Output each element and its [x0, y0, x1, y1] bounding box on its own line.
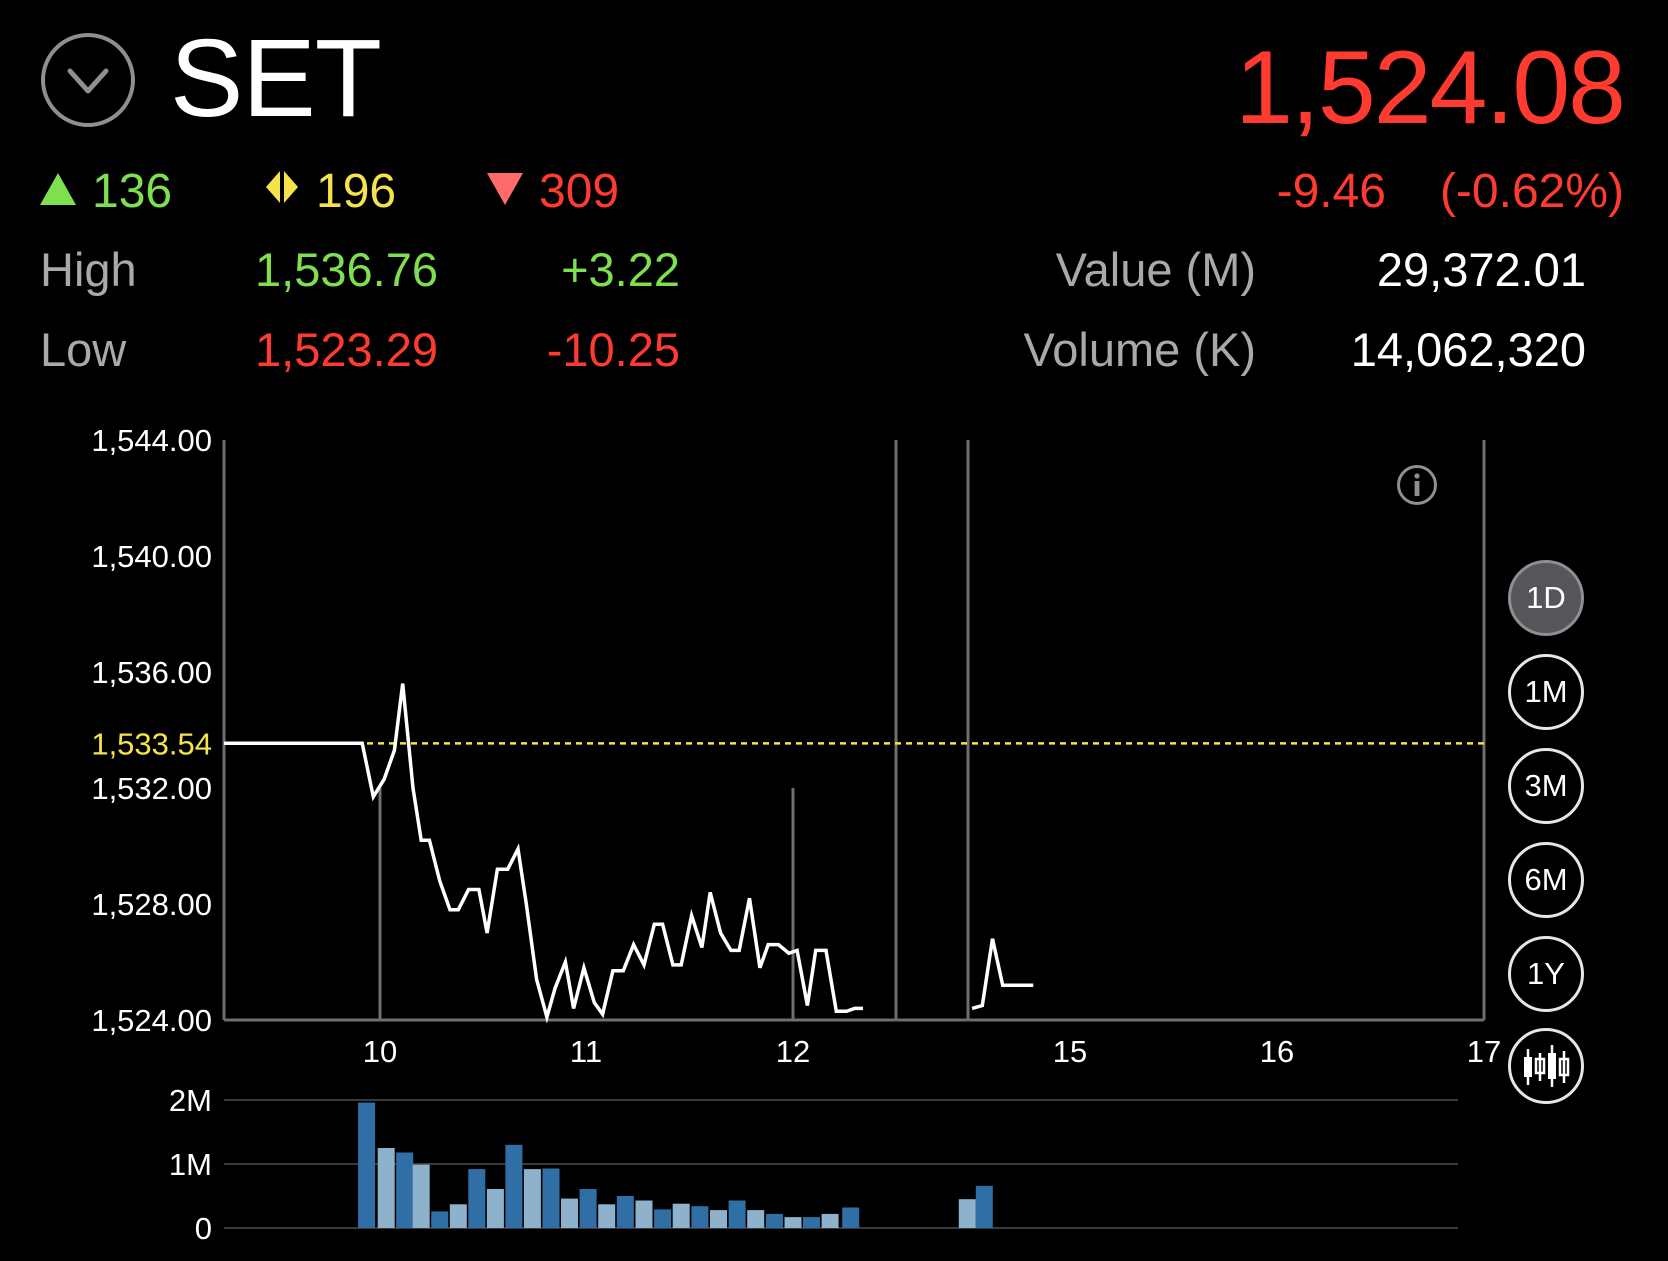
volume-bar [542, 1168, 560, 1228]
last-price: 1,524.08 [1235, 30, 1626, 146]
volume-bar [710, 1210, 727, 1228]
volume-bar [449, 1204, 467, 1228]
candlestick-toggle-button[interactable] [1508, 1028, 1584, 1104]
advances-value: 136 [92, 165, 173, 218]
volume-bar [431, 1211, 449, 1228]
period-1m-button[interactable]: 1M [1508, 654, 1584, 730]
price-change-percent: (-0.62%) [1439, 165, 1624, 218]
volume-bar [691, 1206, 709, 1228]
volume-tick-label: 0 [195, 1211, 212, 1246]
volume-bar [598, 1204, 616, 1228]
candlestick-icon [1524, 1045, 1570, 1087]
triangle-up-icon [38, 160, 78, 224]
volume-bar [747, 1210, 765, 1228]
volume-bar [561, 1198, 578, 1228]
info-icon[interactable] [1396, 464, 1438, 506]
low-value: 1,523.29 [255, 323, 438, 376]
volume-bar [412, 1164, 430, 1228]
volume-bar [505, 1144, 523, 1228]
y-tick-label: 1,536.00 [91, 655, 212, 690]
unchanged-value: 196 [316, 165, 397, 218]
advances-count: 136 [38, 160, 172, 224]
volume-bar [616, 1196, 634, 1228]
high-label: High [40, 243, 137, 296]
volume-bar [672, 1203, 690, 1228]
volume-bar [377, 1148, 395, 1228]
volume-bar [579, 1189, 597, 1228]
value-label: Value (M) [1055, 243, 1256, 296]
volume-bar [728, 1200, 746, 1228]
high-value: 1,536.76 [255, 243, 438, 296]
collapse-button[interactable] [41, 33, 135, 127]
declines-count: 309 [485, 160, 619, 224]
x-tick-label: 17 [1467, 1034, 1500, 1069]
prev-close-label: 1,533.54 [91, 726, 212, 761]
volume-bar [358, 1102, 376, 1228]
x-tick-label: 11 [570, 1034, 602, 1069]
low-label: Low [40, 323, 127, 376]
volume-bar [523, 1169, 541, 1228]
period-6m-button[interactable]: 6M [1508, 842, 1584, 918]
x-tick-label: 12 [776, 1034, 810, 1069]
period-1d-button[interactable]: 1D [1508, 560, 1584, 636]
unchanged-count: 196 [262, 160, 396, 224]
price-line [224, 683, 863, 1024]
y-tick-label: 1,524.00 [91, 1003, 212, 1038]
price-change: -9.46 [1276, 165, 1386, 218]
volume-bar [396, 1152, 414, 1228]
volume-amount: 14,062,320 [1350, 323, 1586, 376]
volume-bar [468, 1169, 486, 1228]
x-tick-label: 15 [1053, 1034, 1087, 1069]
intraday-chart[interactable]: 1,544.00 1,540.00 1,536.00 1,532.00 1,528.00… [0, 400, 1500, 1261]
volume-bar [842, 1207, 860, 1228]
period-1y-button[interactable]: 1Y [1508, 936, 1584, 1012]
volume-bar [784, 1217, 802, 1228]
triangle-down-icon [485, 160, 525, 224]
y-tick-label: 1,532.00 [91, 771, 212, 806]
index-symbol: SET [170, 17, 382, 140]
y-tick-label: 1,540.00 [91, 539, 212, 574]
volume-bar [958, 1199, 976, 1228]
volume-tick-label: 1M [169, 1147, 212, 1182]
volume-bar [765, 1213, 783, 1228]
price-line [971, 938, 1034, 1011]
y-tick-label: 1,544.00 [91, 423, 212, 458]
volume-tick-label: 2M [169, 1083, 212, 1118]
diamond-split-icon [262, 160, 302, 224]
x-tick-label: 16 [1260, 1034, 1294, 1069]
volume-bar [975, 1185, 993, 1228]
volume-bar [821, 1213, 839, 1228]
period-3m-button[interactable]: 3M [1508, 748, 1584, 824]
low-change: -10.25 [546, 323, 680, 376]
volume-label: Volume (K) [1023, 323, 1256, 376]
volume-bar [654, 1209, 672, 1228]
volume-bar [635, 1200, 653, 1228]
x-tick-label: 10 [363, 1034, 397, 1069]
value-amount: 29,372.01 [1376, 243, 1586, 296]
declines-value: 309 [539, 165, 620, 218]
volume-bar [803, 1217, 820, 1228]
high-change: +3.22 [561, 243, 680, 296]
volume-bar [486, 1189, 504, 1228]
y-tick-label: 1,528.00 [91, 887, 212, 922]
chevron-down-icon [67, 68, 109, 94]
